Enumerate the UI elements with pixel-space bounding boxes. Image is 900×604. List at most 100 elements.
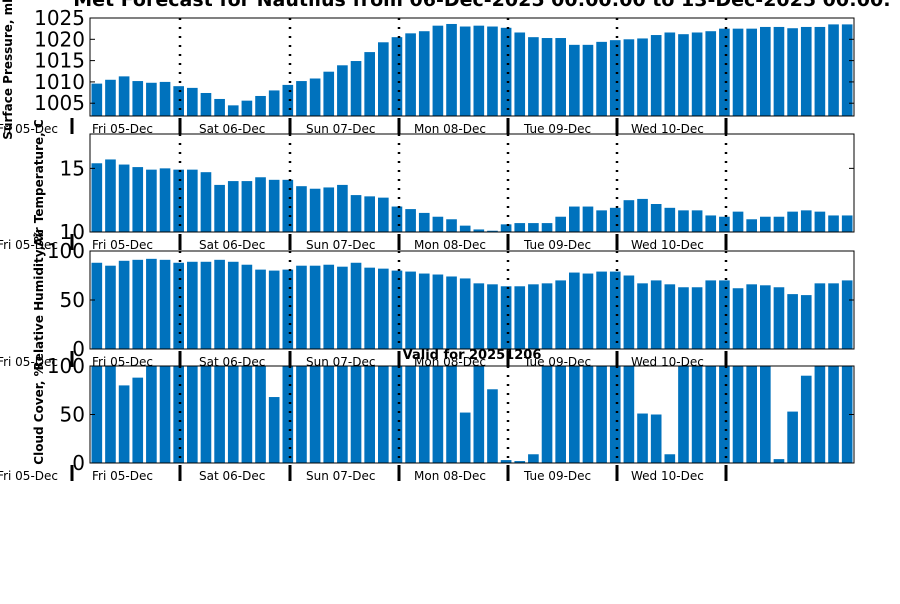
bar xyxy=(800,295,812,349)
y-axis-label: Air Temperature, C xyxy=(32,119,46,247)
bar xyxy=(173,169,184,232)
bar xyxy=(760,216,771,232)
bar xyxy=(91,262,103,349)
bar xyxy=(214,184,225,232)
bar xyxy=(473,283,485,349)
bar xyxy=(514,461,526,463)
bar xyxy=(650,280,662,349)
bar xyxy=(200,366,212,463)
bar xyxy=(514,223,526,232)
bar xyxy=(719,216,730,232)
x-tick-label: Mon 08-Dec xyxy=(414,122,486,136)
bar xyxy=(473,25,485,117)
bar xyxy=(514,32,526,116)
y-axis-label: Relative Humidity, % xyxy=(32,230,46,371)
bar xyxy=(814,211,826,232)
bar xyxy=(282,179,294,232)
bar xyxy=(569,44,580,117)
bar xyxy=(159,168,171,232)
x-tick-label: Sun 07-Dec xyxy=(306,122,375,136)
y-tick-label: 1005 xyxy=(34,91,85,115)
bar xyxy=(678,34,689,116)
bar xyxy=(268,270,280,349)
bar xyxy=(528,454,539,463)
bar xyxy=(418,31,430,116)
bar xyxy=(296,81,307,116)
bar xyxy=(255,366,266,463)
bar xyxy=(418,273,430,349)
bar xyxy=(337,184,348,232)
bar xyxy=(773,287,785,349)
plot-frame xyxy=(89,133,855,233)
x-tick-label: Fri 05-Dec xyxy=(92,238,153,252)
bar xyxy=(255,95,266,116)
bar xyxy=(391,206,403,232)
bar xyxy=(773,26,785,117)
bar xyxy=(241,366,253,463)
bar xyxy=(227,366,239,463)
bar xyxy=(296,265,307,349)
bar xyxy=(800,26,812,117)
bar xyxy=(678,366,689,463)
bar xyxy=(828,366,839,463)
bar xyxy=(350,366,362,463)
bar xyxy=(732,211,744,232)
bar xyxy=(391,37,403,116)
bar xyxy=(146,258,157,349)
bar xyxy=(118,164,130,232)
bar xyxy=(173,366,184,463)
bar xyxy=(773,459,785,463)
bar xyxy=(828,283,839,349)
bar xyxy=(541,366,553,463)
bar xyxy=(732,288,744,349)
bar xyxy=(800,375,812,463)
bar xyxy=(105,366,116,463)
bar xyxy=(569,272,580,349)
y-tick-label: 1010 xyxy=(34,70,85,94)
x-tick-label: Tue 09-Dec xyxy=(523,238,591,252)
bar xyxy=(118,260,130,349)
bar xyxy=(664,284,676,349)
bar xyxy=(528,284,539,349)
bar xyxy=(828,24,839,116)
bar xyxy=(705,31,717,116)
bar xyxy=(787,28,798,117)
bar xyxy=(91,163,103,232)
bar xyxy=(732,366,744,463)
bar xyxy=(432,274,444,349)
x-edge-label: Fri 05-Dec xyxy=(0,355,58,369)
bar xyxy=(268,397,280,463)
panel-subtitle: Valid for 20251206 xyxy=(403,348,542,363)
bar xyxy=(105,159,116,232)
bar xyxy=(214,366,225,463)
x-tick-label: Tue 09-Dec xyxy=(523,469,591,483)
bar xyxy=(841,24,853,116)
bar xyxy=(664,454,676,463)
bar xyxy=(296,366,307,463)
bar xyxy=(91,83,103,116)
y-tick-label: 1020 xyxy=(34,27,85,51)
bar xyxy=(227,261,239,349)
bar xyxy=(473,366,485,463)
bar xyxy=(364,196,375,232)
bar xyxy=(282,84,294,116)
bar xyxy=(787,294,798,349)
bar xyxy=(187,366,198,463)
bar xyxy=(323,366,335,463)
bar xyxy=(541,223,553,232)
bar xyxy=(378,366,389,463)
x-tick-label: Fri 05-Dec xyxy=(92,469,153,483)
bar xyxy=(555,280,566,349)
bar xyxy=(146,366,157,463)
bar xyxy=(173,262,184,349)
bar xyxy=(746,366,757,463)
bar xyxy=(691,287,703,349)
bar xyxy=(146,169,157,232)
y-tick-label: 50 xyxy=(60,288,85,312)
bar xyxy=(637,198,648,232)
